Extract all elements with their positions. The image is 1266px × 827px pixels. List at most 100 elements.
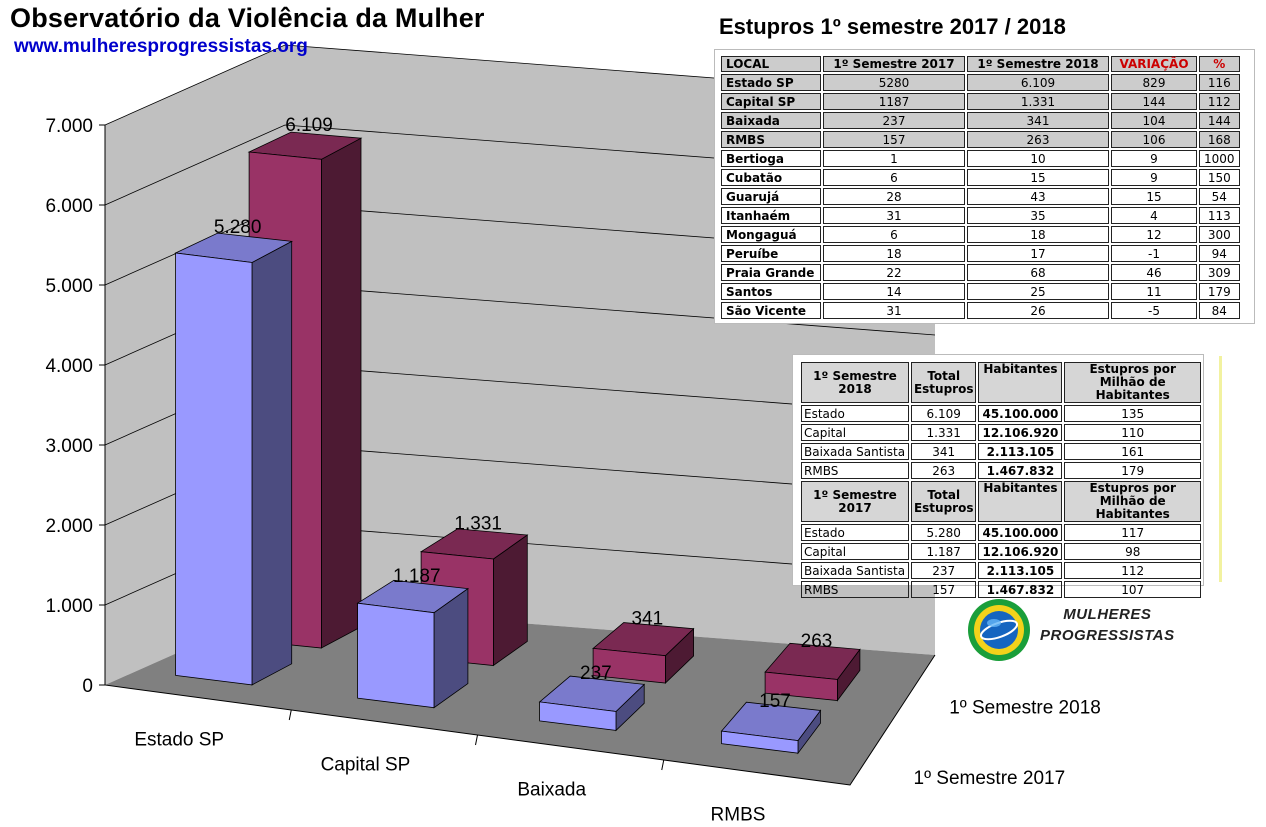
table-row: RMBS 263 1.467.832 179 <box>801 462 1201 479</box>
table-row: Itanhaém 31 35 4 113 <box>721 207 1240 224</box>
table-cell: 6.109 <box>910 405 977 422</box>
table-cell: 6 <box>823 169 965 186</box>
column-header: Estupros por Milhão de Habitantes <box>1064 481 1201 522</box>
comparison-table-panel: LOCAL 1º Semestre 2017 1º Semestre 2018 VAR… <box>714 49 1255 324</box>
column-header: VARIAÇÃO <box>1111 56 1197 72</box>
row-label: Mongaguá <box>721 226 821 243</box>
table-cell: 168 <box>1199 131 1240 148</box>
table-cell: 31 <box>823 207 965 224</box>
data-label: 6.109 <box>285 115 333 136</box>
table-cell: -5 <box>1111 302 1197 319</box>
table-cell: 9 <box>1111 169 1197 186</box>
table-row: Praia Grande 22 68 46 309 <box>721 264 1240 281</box>
column-header: Total Estupros <box>910 481 977 522</box>
table-cell: 43 <box>967 188 1109 205</box>
table-cell: 107 <box>1064 581 1201 598</box>
table-cell: 161 <box>1064 443 1201 460</box>
table-cell: 98 <box>1064 543 1201 560</box>
row-label: Capital SP <box>721 93 821 110</box>
bar-front <box>592 647 666 684</box>
table-cell: 6.109 <box>967 74 1109 91</box>
row-label: Guarujá <box>721 188 821 205</box>
column-header: Habitantes <box>978 481 1063 522</box>
table-cell: 113 <box>1199 207 1240 224</box>
x-category-label: Estado SP <box>134 730 224 751</box>
table-cell: 25 <box>967 283 1109 300</box>
table-cell: 341 <box>910 443 977 460</box>
table-cell: 35 <box>967 207 1109 224</box>
bar-0-3: 157 <box>720 691 822 755</box>
table-row: Guarujá 28 43 15 54 <box>721 188 1240 205</box>
table-cell: 144 <box>1111 93 1197 110</box>
table-cell: 150 <box>1199 169 1240 186</box>
table-cell: 135 <box>1064 405 1201 422</box>
series-label: 1º Semestre 2017 <box>914 768 1066 789</box>
table-row: Baixada Santista 341 2.113.105 161 <box>801 443 1201 460</box>
comparison-table: LOCAL 1º Semestre 2017 1º Semestre 2018 VAR… <box>719 54 1242 321</box>
table-cell: 237 <box>823 112 965 129</box>
site-url-link[interactable]: www.mulheresprogressistas.org <box>14 36 308 57</box>
table-cell: 117 <box>1064 524 1201 541</box>
row-label: Itanhaém <box>721 207 821 224</box>
data-label: 263 <box>801 631 833 652</box>
table-row: Estado 5.280 45.100.000 117 <box>801 524 1201 541</box>
x-tick-mark <box>288 709 292 721</box>
table-cell: 2.113.105 <box>978 562 1063 579</box>
row-label: Baixada <box>721 112 821 129</box>
table-cell: 1.467.832 <box>978 462 1063 479</box>
table-row: Mongaguá 6 18 12 300 <box>721 226 1240 243</box>
table-cell: 179 <box>1199 283 1240 300</box>
table-cell: 45.100.000 <box>978 524 1063 541</box>
table-cell: 94 <box>1199 245 1240 262</box>
y-tick-label: 0 <box>82 676 93 697</box>
table-cell: 84 <box>1199 302 1240 319</box>
table-cell: 15 <box>967 169 1109 186</box>
row-label: Estado <box>801 524 909 541</box>
x-category-label: Baixada <box>517 780 586 801</box>
bar-0-1: 1.187 <box>356 566 469 709</box>
column-header: 1º Semestre 2017 <box>801 481 909 522</box>
row-label: Estado SP <box>721 74 821 91</box>
divider-line <box>1219 356 1222 582</box>
table-cell: 144 <box>1199 112 1240 129</box>
table-cell: 46 <box>1111 264 1197 281</box>
row-label: RMBS <box>801 581 909 598</box>
table-row: Cubatão 6 15 9 150 <box>721 169 1240 186</box>
bar-1-3: 263 <box>764 631 861 702</box>
series-label: 1º Semestre 2018 <box>949 697 1101 718</box>
table-cell: 18 <box>967 226 1109 243</box>
data-label: 5.280 <box>214 217 262 238</box>
table-row: Santos 14 25 11 179 <box>721 283 1240 300</box>
table-cell: 18 <box>823 245 965 262</box>
table-cell: 5280 <box>823 74 965 91</box>
x-tick-mark <box>661 759 665 771</box>
x-category-label: Capital SP <box>321 755 411 776</box>
table-title: Estupros 1º semestre 2017 / 2018 <box>719 14 1066 39</box>
table-cell: 12.106.920 <box>978 424 1063 441</box>
row-label: Cubatão <box>721 169 821 186</box>
table-row: Bertioga 1 10 9 1000 <box>721 150 1240 167</box>
row-label: Praia Grande <box>721 264 821 281</box>
table-cell: 4 <box>1111 207 1197 224</box>
table-cell: 104 <box>1111 112 1197 129</box>
table-cell: 22 <box>823 264 965 281</box>
column-header: Habitantes <box>978 362 1063 403</box>
table-cell: 1.331 <box>910 424 977 441</box>
y-tick-label: 3.000 <box>45 436 93 457</box>
table-row: Capital 1.187 12.106.920 98 <box>801 543 1201 560</box>
bar-front <box>357 602 435 709</box>
table-cell: 17 <box>967 245 1109 262</box>
table-cell: 11 <box>1111 283 1197 300</box>
table-cell: 341 <box>967 112 1109 129</box>
y-tick-label: 5.000 <box>45 276 93 297</box>
table-cell: 112 <box>1064 562 1201 579</box>
bar-1-2: 341 <box>592 609 695 684</box>
y-tick-label: 2.000 <box>45 516 93 537</box>
table-cell: 1 <box>823 150 965 167</box>
column-header: Estupros por Milhão de Habitantes <box>1064 362 1201 403</box>
table-cell: 12.106.920 <box>978 543 1063 560</box>
bar-side <box>320 137 362 649</box>
logo-text: MULHERES PROGRESSISTAS <box>1040 604 1175 646</box>
data-label: 1.187 <box>393 566 441 587</box>
table-cell: 31 <box>823 302 965 319</box>
